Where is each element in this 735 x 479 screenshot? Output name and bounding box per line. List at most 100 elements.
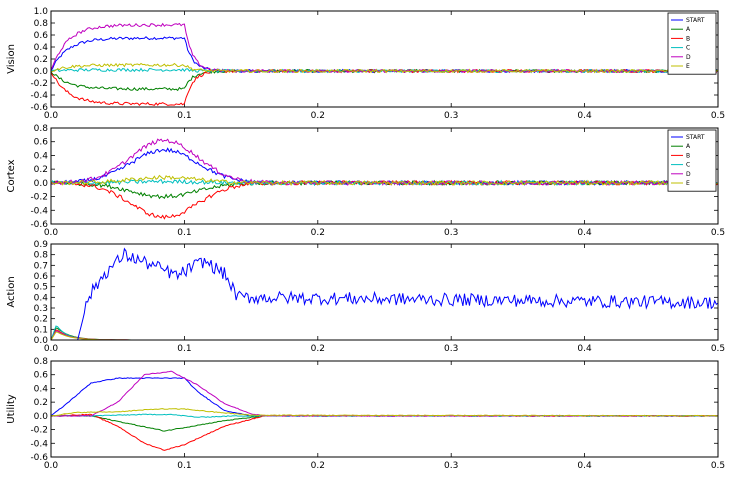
- legend-label: B: [686, 35, 690, 42]
- legend-label: START: [686, 17, 705, 24]
- series-line-b: [51, 179, 718, 220]
- y-tick-label: 0.4: [34, 384, 49, 394]
- legend-label: C: [686, 162, 690, 169]
- x-tick-label: 0.4: [577, 111, 592, 121]
- y-tick-label: 0.2: [34, 315, 48, 325]
- y-axis-label: Utility: [6, 394, 17, 423]
- y-tick-label: 0.7: [34, 261, 48, 271]
- x-tick-label: 0.0: [44, 344, 59, 354]
- plot-frame: [50, 360, 719, 458]
- series-line-start: [51, 377, 718, 417]
- y-tick-label: -0.6: [30, 103, 48, 113]
- legend-box: [667, 129, 717, 192]
- legend-label: E: [686, 180, 690, 187]
- series-line-e: [51, 174, 718, 187]
- plot-frame: [50, 127, 719, 225]
- x-tick-label: 0.5: [711, 111, 725, 121]
- y-tick-label: 0.0: [34, 336, 49, 346]
- y-tick-label: 0.0: [34, 412, 49, 422]
- x-tick-label: 0.2: [311, 461, 325, 471]
- y-tick-label: 0.9: [34, 240, 49, 250]
- legend-label: B: [686, 152, 690, 159]
- series-line-start: [51, 36, 718, 74]
- plot-frame: [50, 10, 719, 108]
- y-tick-label: -0.2: [30, 193, 48, 203]
- y-tick-label: -0.6: [30, 220, 48, 230]
- series-line-e: [51, 408, 718, 417]
- legend-box: [667, 12, 717, 75]
- y-tick-label: 0.1: [34, 325, 48, 335]
- transient-line: [51, 327, 718, 340]
- x-tick-label: 0.2: [311, 111, 325, 121]
- y-tick-label: 0.0: [34, 179, 49, 189]
- y-tick-label: 0.8: [34, 19, 49, 29]
- series-line-d: [51, 138, 718, 186]
- panel-1: 0.80.60.40.20.0-0.2-0.4-0.60.0 0.1 0.2 0.3 0…: [6, 124, 725, 238]
- legend-label: A: [686, 143, 691, 150]
- y-tick-label: 0.2: [34, 398, 48, 408]
- y-tick-label: -0.4: [30, 91, 48, 101]
- series-line-b: [51, 68, 718, 107]
- panel-2: 0.90.80.70.60.50.40.30.20.10.00.0 0.1 0.2 0…: [6, 240, 725, 354]
- transient-line: [51, 329, 718, 340]
- y-tick-label: 0.6: [34, 272, 49, 282]
- legend-label: A: [686, 26, 691, 33]
- x-tick-label: 0.1: [177, 228, 191, 238]
- transient-line: [51, 325, 718, 340]
- y-tick-label: 0.8: [34, 251, 49, 261]
- series-line-b: [51, 413, 718, 451]
- x-tick-label: 0.1: [177, 111, 191, 121]
- x-tick-label: 0.0: [44, 461, 59, 471]
- x-tick-label: 0.5: [711, 228, 725, 238]
- y-tick-label: 0.4: [34, 43, 49, 53]
- y-tick-label: 0.0: [34, 67, 49, 77]
- y-tick-label: 0.4: [34, 293, 49, 303]
- legend-label: START: [686, 134, 705, 141]
- y-tick-label: 0.6: [34, 31, 49, 41]
- y-tick-label: 0.4: [34, 151, 49, 161]
- transient-line: [51, 330, 718, 340]
- series-line-start: [51, 147, 718, 186]
- y-tick-label: -0.6: [30, 453, 48, 463]
- x-tick-label: 0.3: [444, 111, 458, 121]
- x-tick-label: 0.3: [444, 228, 458, 238]
- y-tick-label: 0.6: [34, 138, 49, 148]
- legend-label: E: [686, 63, 690, 70]
- y-tick-label: -0.4: [30, 206, 48, 216]
- x-tick-label: 0.0: [44, 111, 59, 121]
- x-tick-label: 0.1: [177, 461, 191, 471]
- transient-line: [51, 331, 718, 340]
- y-tick-label: 0.8: [34, 357, 49, 367]
- x-tick-label: 0.3: [444, 461, 458, 471]
- y-tick-label: 0.3: [34, 304, 48, 314]
- x-tick-label: 0.2: [311, 344, 325, 354]
- panel-3: 0.80.60.40.20.0-0.2-0.4-0.60.0 0.1 0.2 0.3 0…: [6, 357, 725, 471]
- series-line-a: [51, 414, 718, 432]
- panel-0: 1.00.80.60.40.20.0-0.2-0.4-0.60.0 0.1 0.2 0…: [6, 7, 725, 121]
- y-tick-label: -0.2: [30, 426, 48, 436]
- action-line: [51, 247, 718, 340]
- y-axis-label: Cortex: [6, 159, 17, 192]
- legend-label: D: [686, 54, 691, 61]
- x-tick-label: 0.5: [711, 344, 725, 354]
- y-axis-label: Vision: [6, 44, 17, 74]
- x-tick-label: 0.4: [577, 228, 592, 238]
- x-tick-label: 0.1: [177, 344, 191, 354]
- y-tick-label: -0.4: [30, 439, 48, 449]
- x-tick-label: 0.2: [311, 228, 325, 238]
- y-axis-label: Action: [6, 276, 17, 307]
- legend-label: C: [686, 45, 690, 52]
- y-tick-label: -0.2: [30, 79, 48, 89]
- y-tick-label: 0.5: [34, 283, 48, 293]
- x-tick-label: 0.4: [577, 461, 592, 471]
- series-line-e: [51, 62, 718, 74]
- legend-label: D: [686, 171, 691, 178]
- y-tick-label: 0.2: [34, 55, 48, 65]
- x-tick-label: 0.3: [444, 344, 458, 354]
- y-tick-label: 0.2: [34, 165, 48, 175]
- y-tick-label: 1.0: [34, 7, 49, 17]
- plot-frame: [50, 243, 719, 341]
- x-tick-label: 0.0: [44, 228, 59, 238]
- x-tick-label: 0.4: [577, 344, 592, 354]
